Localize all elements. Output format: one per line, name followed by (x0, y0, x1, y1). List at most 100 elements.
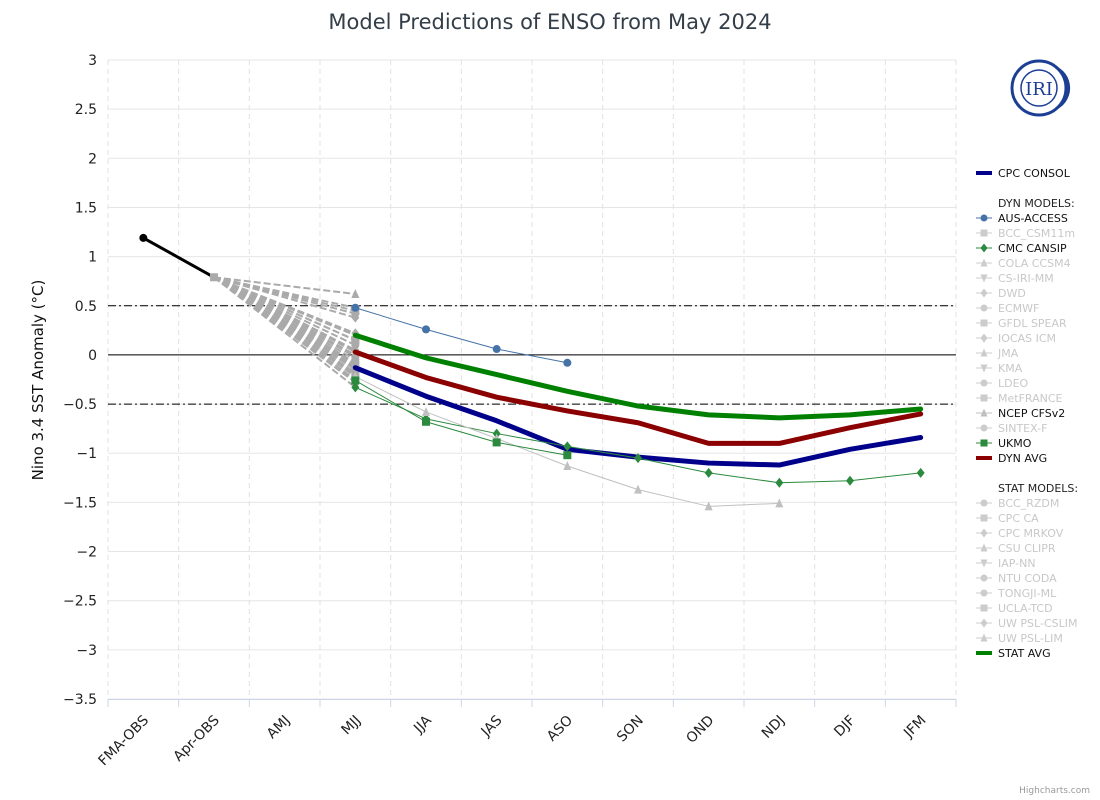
legend-label: KMA (998, 362, 1023, 375)
point-square[interactable] (492, 438, 501, 447)
obs-connector-line (213, 276, 356, 353)
point-square[interactable] (422, 417, 430, 426)
point-circle[interactable] (351, 303, 360, 312)
legend-item[interactable]: CPC CA (976, 512, 1039, 525)
y-tick-label: 3 (88, 53, 97, 69)
obs-connector-line (213, 276, 356, 361)
point-circle[interactable] (492, 345, 501, 354)
legend-label: CPC CONSOL (998, 167, 1071, 180)
legend-item[interactable]: JMA (976, 347, 1019, 360)
legend-item[interactable]: DYN AVG (976, 452, 1047, 465)
obs-connector-line (213, 276, 356, 382)
legend-item[interactable]: GFDL SPEAR (976, 317, 1067, 330)
obs-connector-line (213, 276, 356, 358)
legend-label: DWD (998, 287, 1026, 300)
y-tick-label: −3.5 (63, 692, 97, 708)
series-line[interactable] (352, 349, 924, 446)
legend-label: IAP-NN (998, 557, 1036, 570)
point-square[interactable] (351, 336, 360, 345)
point-diamond[interactable] (634, 453, 642, 464)
logo-inner-ring-icon (1020, 69, 1058, 107)
point-circle[interactable] (422, 325, 430, 334)
legend-item[interactable]: CPC CONSOL (976, 167, 1071, 180)
observed-point[interactable] (139, 233, 148, 242)
point-diamond[interactable] (704, 467, 713, 478)
legend-item[interactable]: BCC_CSM11m (976, 227, 1075, 240)
point-square[interactable] (563, 451, 572, 460)
point-diamond[interactable] (351, 382, 360, 393)
legend-label: NTU CODA (998, 572, 1057, 585)
chart-title: Model Predictions of ENSO from May 2024 (328, 10, 771, 34)
observed-line (142, 236, 215, 279)
legend-group-header: STAT MODELS: (998, 482, 1078, 495)
legend-item[interactable]: CMC CANSIP (976, 242, 1067, 255)
point-diamond[interactable] (846, 475, 854, 486)
credits-link[interactable]: Highcharts.com (1019, 786, 1090, 796)
y-tick-label: −2 (76, 545, 97, 561)
legend-label: NCEP CFSv2 (998, 407, 1065, 420)
point-triangle[interactable] (634, 484, 642, 494)
series-line[interactable] (354, 379, 568, 456)
legend-item[interactable]: UW PSL-CSLIM (976, 617, 1077, 630)
obs-connector-line (213, 276, 356, 378)
point-triangle-down (980, 364, 988, 373)
point-diamond (980, 333, 988, 343)
legend-item[interactable]: KMA (976, 362, 1023, 375)
point-circle (980, 574, 988, 582)
reference-lines (108, 305, 956, 405)
legend-label: DYN AVG (998, 452, 1047, 465)
legend-item[interactable]: IOCAS ICM (976, 332, 1056, 345)
point-triangle[interactable] (775, 498, 784, 508)
legend-item[interactable]: SINTEX-F (976, 422, 1047, 435)
legend-item[interactable]: UW PSL-LIM (976, 632, 1063, 645)
series-cola-ccsm4[interactable] (213, 276, 360, 298)
legend-item[interactable]: CSU CLIPR (976, 542, 1056, 555)
legend-item[interactable]: LDEO (976, 377, 1029, 390)
legend-item[interactable]: CS-IRI-MM (976, 272, 1054, 285)
series-ukmo[interactable] (213, 276, 572, 460)
point-triangle[interactable] (563, 461, 572, 471)
legend-item[interactable]: ECMWF (976, 302, 1039, 315)
point-circle[interactable] (563, 358, 572, 367)
y-tick-label: −2.5 (63, 594, 97, 610)
point-diamond[interactable] (563, 441, 572, 452)
observed-point[interactable] (210, 273, 218, 282)
series-aus-access[interactable] (213, 276, 572, 367)
series-line[interactable] (354, 307, 568, 364)
point-circle[interactable] (351, 309, 360, 318)
legend-item[interactable]: DWD (976, 287, 1026, 300)
legend-item[interactable]: UCLA-TCD (976, 602, 1053, 615)
point-diamond[interactable] (775, 477, 784, 488)
legend-label: UKMO (998, 437, 1032, 450)
point-circle (980, 214, 988, 222)
y-tick-label: 0.5 (75, 299, 97, 315)
series-stat-avg[interactable] (213, 276, 924, 421)
series-observed[interactable] (139, 233, 218, 282)
legend-item[interactable]: CPC MRKOV (976, 527, 1064, 540)
legend-item[interactable]: UKMO (976, 437, 1032, 450)
y-tick-label: 1 (88, 250, 97, 266)
legend: CPC CONSOL DYN MODELS: AUS-ACCESS BCC_CSM11… (976, 167, 1078, 660)
legend-item[interactable]: COLA CCSM4 (976, 257, 1071, 270)
legend-item[interactable]: TONGJI-ML (976, 587, 1057, 600)
legend-label: BCC_CSM11m (998, 227, 1075, 240)
legend-item[interactable]: NTU CODA (976, 572, 1057, 585)
legend-item[interactable]: MetFRANCE (976, 392, 1063, 405)
point-square[interactable] (351, 376, 360, 385)
legend-item[interactable]: NCEP CFSv2 (976, 407, 1065, 420)
series-cmc-cansip[interactable] (213, 276, 925, 488)
point-triangle[interactable] (422, 406, 430, 416)
point-diamond[interactable] (916, 467, 925, 478)
legend-item[interactable]: BCC_RZDM (976, 497, 1059, 510)
legend-item[interactable]: STAT AVG (976, 647, 1051, 660)
legend-item[interactable]: IAP-NN (976, 557, 1036, 570)
x-tick-label: OND (683, 713, 717, 747)
legend-label: AUS-ACCESS (998, 212, 1068, 225)
series-line[interactable] (352, 332, 924, 421)
legend-item[interactable]: AUS-ACCESS (976, 212, 1068, 225)
point-triangle[interactable] (351, 288, 360, 298)
point-triangle[interactable] (704, 501, 713, 511)
y-axis-label: Nino 3.4 SST Anomaly (°C) (29, 280, 47, 481)
series-dyn-avg[interactable] (213, 276, 924, 446)
